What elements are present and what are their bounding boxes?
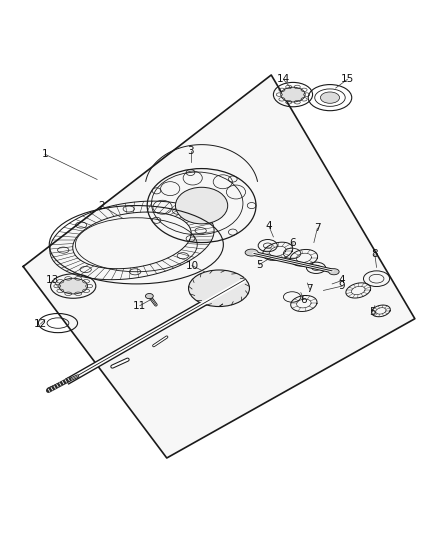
Ellipse shape (281, 87, 305, 102)
Text: 6: 6 (290, 238, 296, 247)
Polygon shape (23, 75, 415, 458)
Text: 4: 4 (339, 276, 346, 286)
Ellipse shape (145, 294, 153, 298)
Ellipse shape (245, 249, 258, 256)
Text: 5: 5 (256, 260, 262, 270)
Ellipse shape (59, 278, 88, 294)
Text: 9: 9 (339, 281, 346, 291)
Text: 7: 7 (314, 223, 321, 233)
Text: 5: 5 (369, 307, 375, 317)
Text: 10: 10 (185, 261, 198, 271)
Text: 4: 4 (266, 221, 272, 231)
Text: 8: 8 (371, 249, 378, 260)
Ellipse shape (328, 269, 339, 275)
Text: 11: 11 (133, 301, 146, 311)
Text: 14: 14 (277, 75, 290, 84)
Text: 2: 2 (98, 200, 105, 211)
Text: 12: 12 (34, 319, 47, 329)
Text: 15: 15 (341, 75, 354, 84)
Text: 13: 13 (46, 276, 60, 286)
Text: 1: 1 (42, 149, 48, 159)
Text: 6: 6 (300, 295, 307, 304)
Text: 3: 3 (187, 146, 194, 156)
Text: 7: 7 (306, 284, 313, 294)
Ellipse shape (176, 187, 228, 224)
Ellipse shape (321, 92, 339, 103)
Ellipse shape (188, 270, 250, 306)
